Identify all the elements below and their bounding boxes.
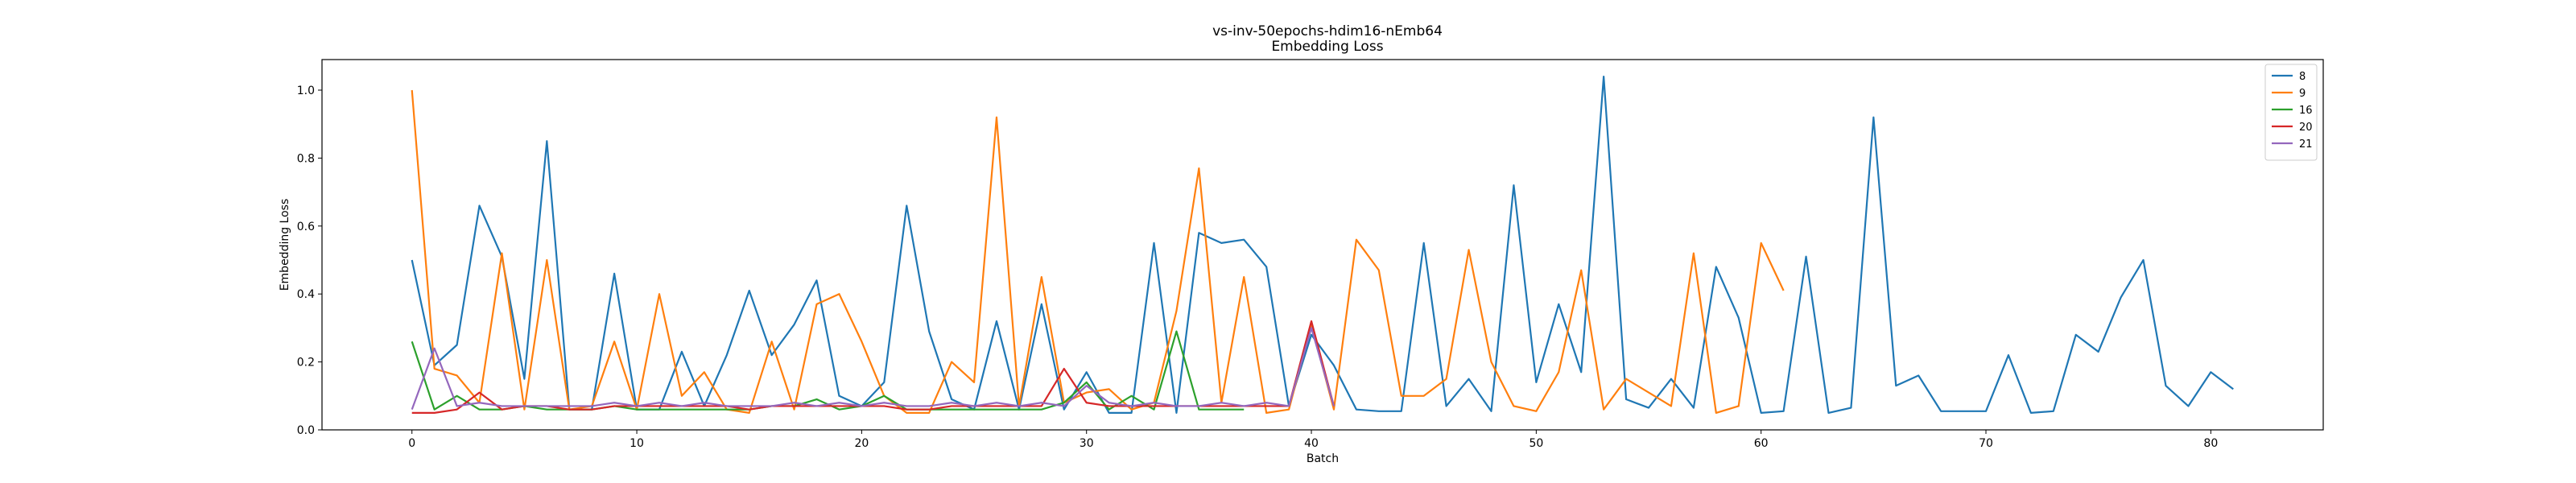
x-tick-label: 20 (854, 437, 869, 450)
plot-area-frame (321, 59, 2324, 431)
series-line-21 (411, 327, 1335, 411)
x-tick-label: 30 (1080, 437, 1094, 450)
x-tick-label: 0 (408, 437, 415, 450)
x-tick-label: 10 (630, 437, 644, 450)
legend: 8 9 16 20 21 (2264, 64, 2318, 161)
series-line-8 (411, 75, 2234, 415)
y-tick-label: 0.8 (297, 152, 315, 165)
x-tick-label: 40 (1304, 437, 1319, 450)
y-axis-label: Embedding Loss (279, 199, 291, 291)
y-axis: 0.0 0.2 0.4 0.6 0.8 1.0 (297, 85, 322, 437)
legend-label-8: 8 (2299, 71, 2306, 83)
chart-subtitle: Embedding Loss (1271, 39, 1383, 55)
legend-label-21: 21 (2299, 138, 2313, 151)
x-tick-label: 50 (1529, 437, 1543, 450)
y-tick-label: 0.4 (297, 288, 315, 301)
legend-label-9: 9 (2299, 88, 2306, 100)
x-tick-label: 80 (2203, 437, 2218, 450)
x-axis-label: Batch (1307, 452, 1339, 465)
x-axis: 0 10 20 30 40 50 60 70 80 (408, 430, 2218, 450)
chart-title: vs-inv-50epochs-hdim16-nEmb64 (1212, 23, 1443, 39)
legend-label-16: 16 (2299, 105, 2313, 117)
y-tick-label: 0.6 (297, 221, 315, 233)
series-layer (411, 75, 2234, 415)
x-tick-label: 60 (1754, 437, 1769, 450)
x-tick-label: 70 (1979, 437, 1993, 450)
y-tick-label: 1.0 (297, 85, 315, 97)
y-tick-label: 0.2 (297, 357, 315, 369)
y-tick-label: 0.0 (297, 424, 315, 437)
legend-box (2264, 64, 2318, 161)
series-line-9 (411, 89, 1785, 415)
legend-label-20: 20 (2299, 122, 2313, 134)
